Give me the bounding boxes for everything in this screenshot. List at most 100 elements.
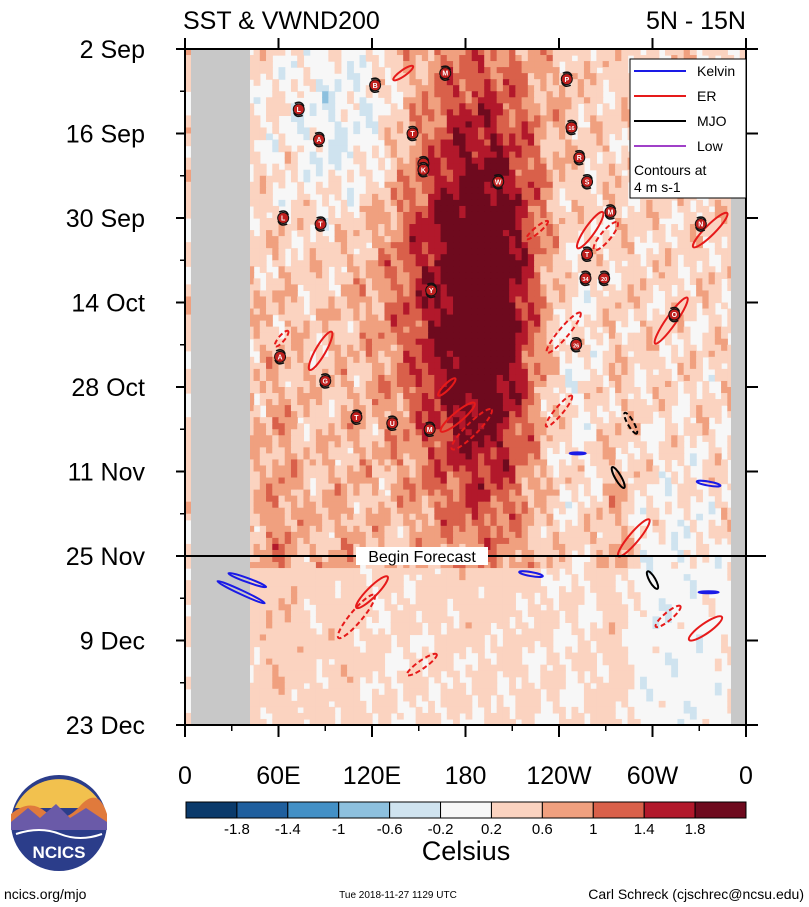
sst-cell (334, 85, 342, 92)
sst-cell (409, 236, 417, 243)
sst-cell (677, 230, 685, 237)
sst-cell (434, 91, 442, 98)
sst-cell (546, 133, 554, 141)
sst-cell (334, 193, 342, 201)
sst-cell (372, 405, 379, 412)
sst-cell (534, 55, 541, 62)
sst-cell (640, 399, 647, 406)
sst-cell (303, 314, 311, 322)
sst-cell (322, 405, 329, 412)
sst-cell (596, 380, 604, 388)
sst-cell (484, 230, 492, 237)
sst-cell (534, 49, 541, 56)
sst-cell (565, 411, 573, 418)
sst-cell (552, 61, 560, 68)
sst-cell (727, 380, 735, 388)
sst-cell (596, 302, 604, 310)
sst-cell (334, 338, 342, 346)
sst-cell (552, 151, 560, 159)
sst-cell (428, 145, 435, 153)
sst-cell (322, 103, 329, 110)
sst-cell (540, 380, 548, 388)
sst-cell (315, 79, 323, 86)
sst-cell (459, 266, 467, 273)
sst-cell (253, 211, 261, 219)
sst-cell (390, 320, 398, 328)
sst-cell (471, 73, 479, 80)
sst-cell (534, 411, 541, 418)
sst-cell (365, 121, 373, 129)
sst-cell (465, 115, 473, 123)
sst-cell (440, 103, 448, 110)
sst-cell (590, 453, 597, 461)
sst-cell (696, 278, 703, 285)
sst-cell (359, 423, 367, 430)
sst-cell (185, 248, 192, 255)
sst-cell (521, 338, 529, 346)
sst-cell (571, 169, 579, 177)
sst-cell (446, 435, 454, 442)
sst-cell (440, 272, 448, 279)
sst-cell (415, 356, 423, 364)
sst-cell (334, 254, 342, 261)
sst-cell (446, 248, 454, 255)
sst-cell (633, 254, 641, 261)
sst-cell (359, 405, 367, 412)
sst-cell (396, 55, 404, 62)
sst-cell (446, 211, 454, 219)
sst-cell (353, 435, 361, 442)
sst-cell (608, 169, 616, 177)
sst-cell (652, 254, 660, 261)
sst-cell (434, 145, 442, 153)
sst-cell (602, 453, 610, 461)
sst-cell (583, 350, 591, 358)
sst-cell (453, 417, 460, 424)
sst-cell (683, 368, 691, 376)
sst-cell (515, 393, 523, 400)
sst-cell (490, 393, 498, 400)
sst-cell (477, 254, 485, 261)
sst-cell (384, 399, 392, 406)
sst-cell (340, 230, 348, 237)
sst-cell (322, 272, 329, 279)
sst-cell (596, 218, 604, 225)
sst-cell (384, 429, 392, 436)
sst-cell (428, 73, 435, 80)
sst-cell (365, 423, 373, 430)
sst-cell (365, 175, 373, 183)
sst-cell (322, 266, 329, 273)
sst-cell (253, 242, 261, 249)
sst-cell (583, 67, 591, 74)
sst-cell (627, 211, 635, 219)
sst-cell (272, 344, 280, 352)
sst-cell (552, 133, 560, 141)
sst-cell (565, 133, 573, 141)
sst-cell (403, 441, 410, 448)
sst-cell (446, 187, 454, 195)
sst-cell (577, 218, 585, 225)
sst-cell (396, 447, 404, 454)
sst-cell (490, 399, 498, 406)
sst-cell (708, 405, 716, 412)
sst-cell (428, 205, 435, 213)
sst-cell (559, 344, 566, 352)
sst-cell (334, 320, 342, 328)
sst-cell (596, 338, 604, 346)
sst-cell (633, 441, 641, 448)
sst-cell (328, 320, 336, 328)
sst-cell (671, 272, 679, 279)
sst-cell (608, 344, 616, 352)
sst-cell (465, 163, 473, 171)
sst-cell (446, 380, 454, 388)
sst-cell (496, 61, 504, 68)
sst-cell (627, 399, 635, 406)
sst-cell (247, 387, 255, 394)
sst-cell (696, 362, 703, 370)
sst-cell (290, 254, 298, 261)
sst-cell (502, 151, 510, 159)
sst-cell (515, 272, 523, 279)
sst-cell (683, 55, 691, 62)
sst-cell (453, 387, 460, 394)
sst-cell (496, 387, 504, 394)
sst-cell (347, 417, 354, 424)
